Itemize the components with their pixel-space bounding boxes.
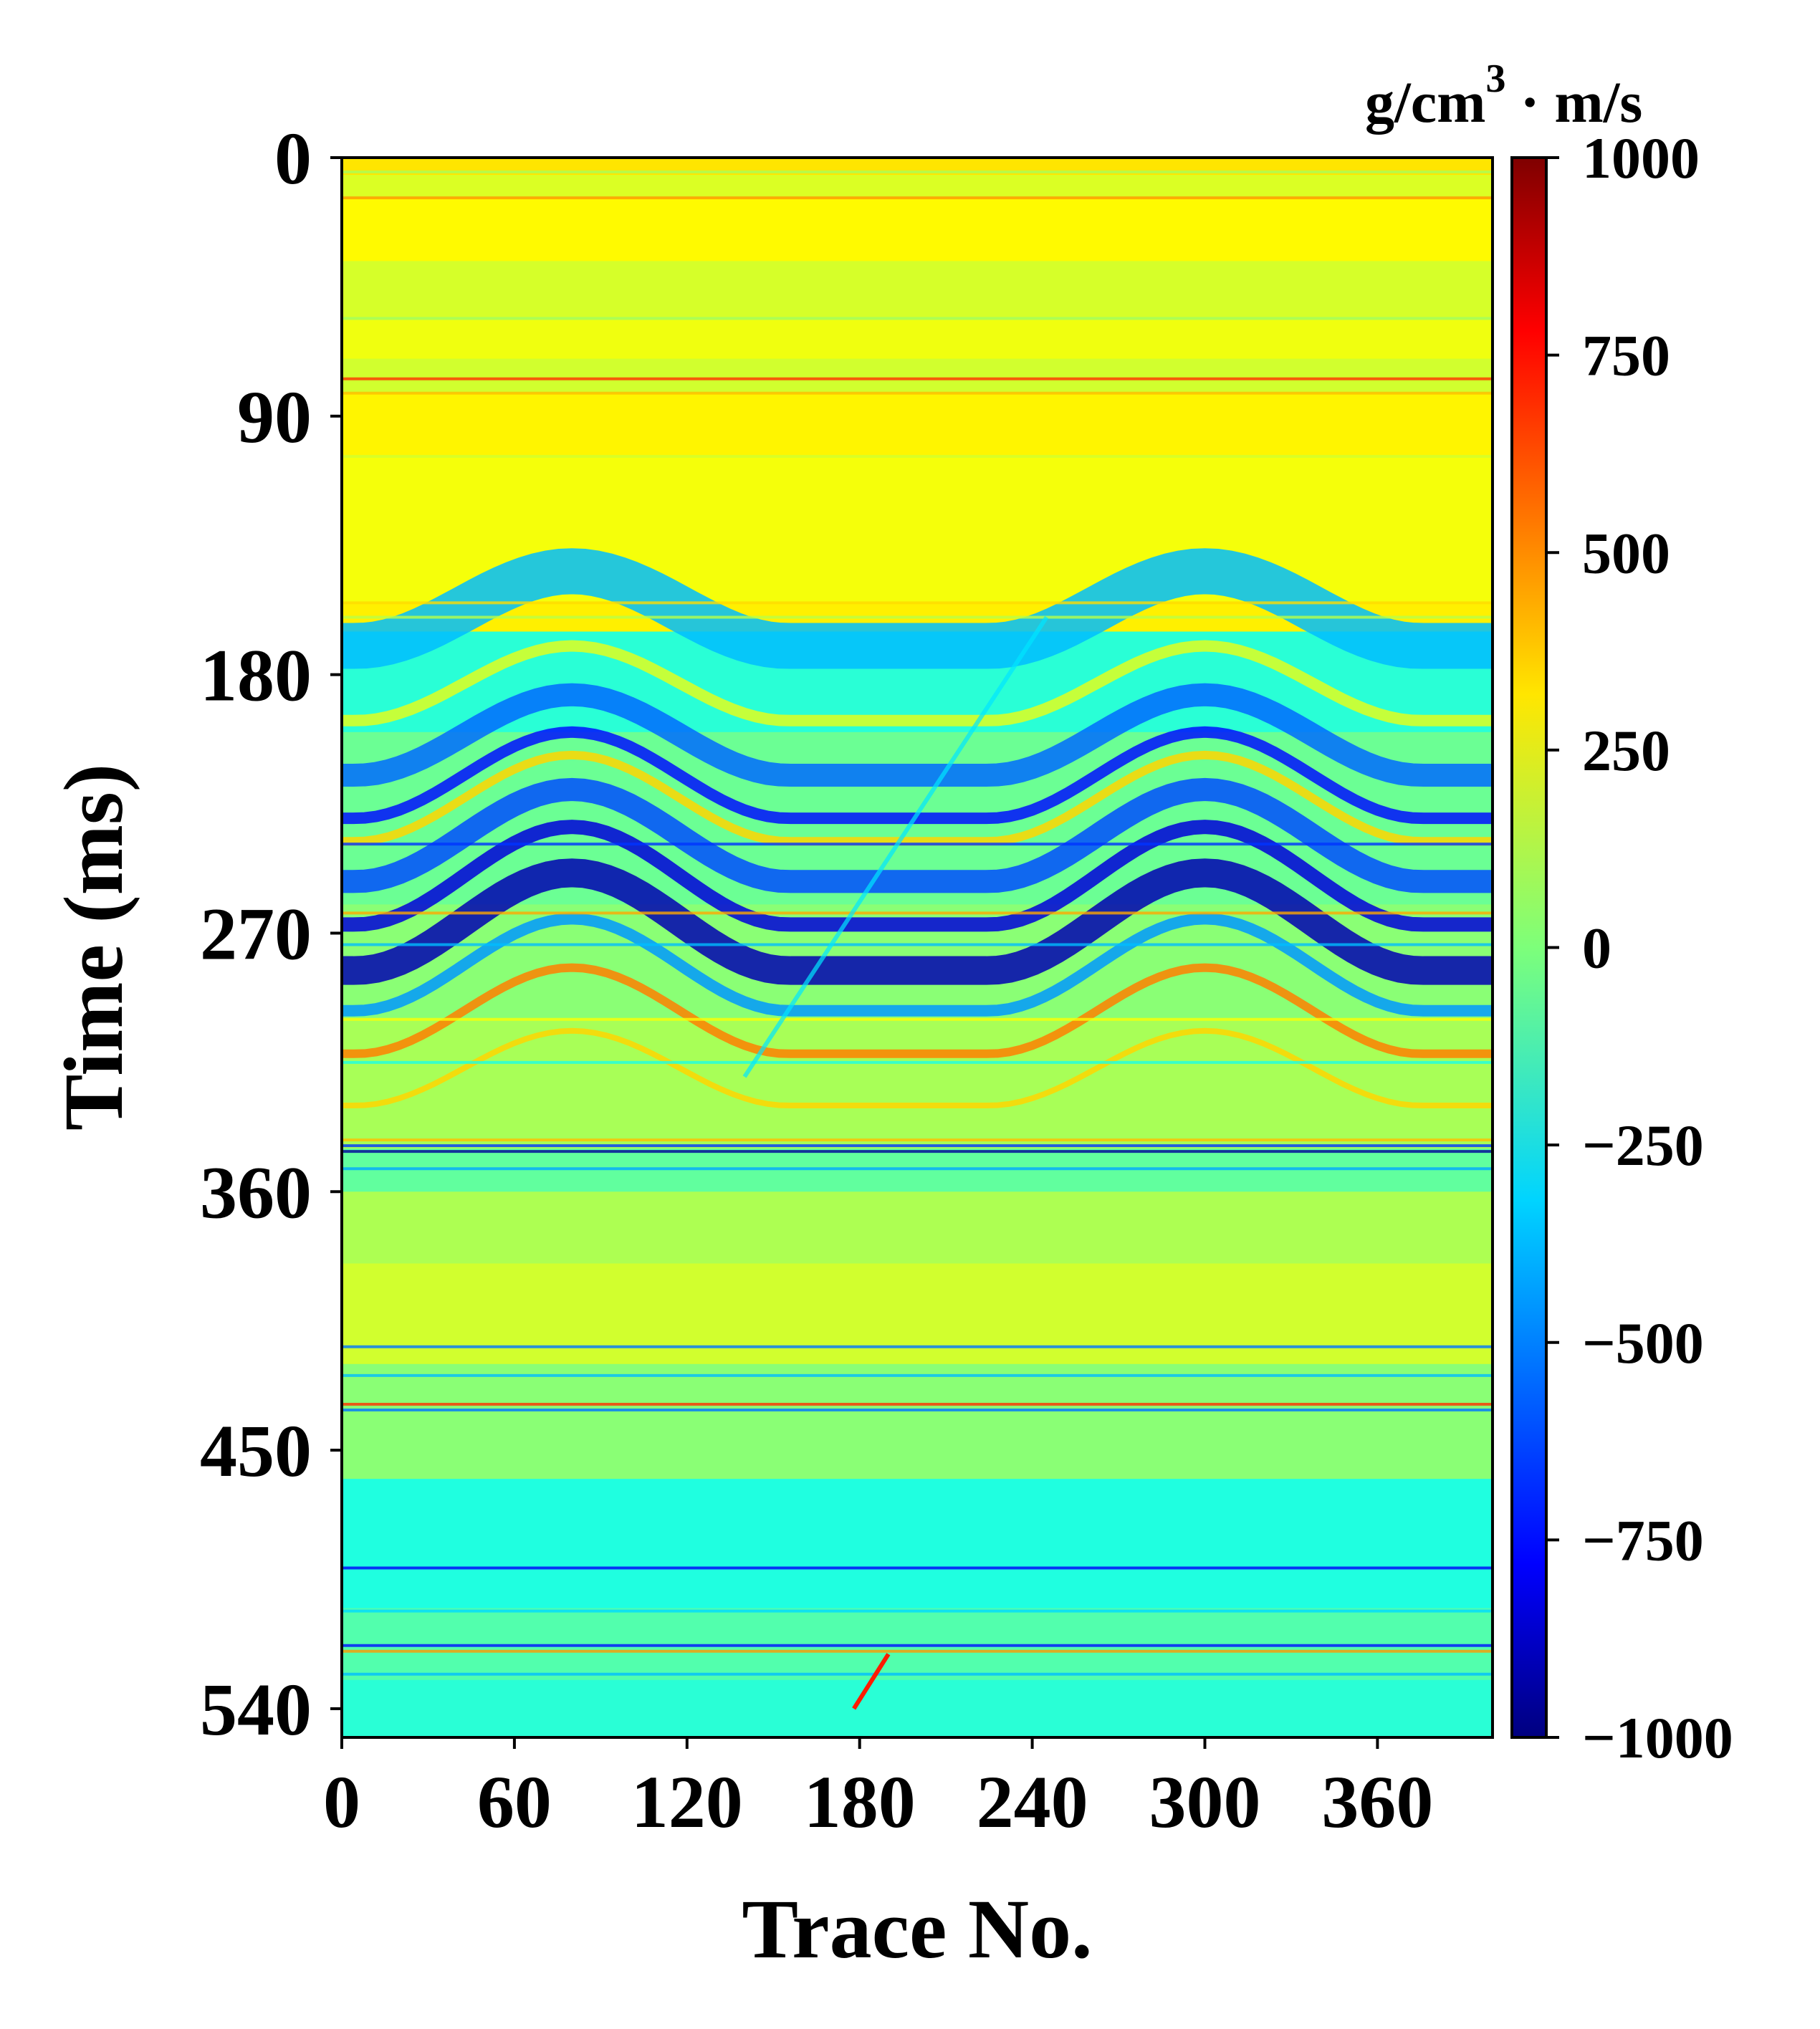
colorbar-unit-tail: · m/s: [1520, 69, 1642, 135]
x-tick-label: 0: [323, 1761, 360, 1843]
background-band: [342, 393, 1493, 457]
folded-layer: [342, 726, 1493, 825]
colorbar-tick-label: −1000: [1582, 1705, 1733, 1770]
plot-frame: [340, 156, 1494, 1739]
y-tick-label: 360: [200, 1151, 312, 1234]
background-band: [342, 1019, 1493, 1150]
colorbar-tick-label: 500: [1582, 520, 1670, 585]
background-band: [342, 318, 1493, 360]
y-tick-label: 0: [274, 117, 312, 200]
background-bands: [342, 158, 1493, 1737]
lower-fault-line: [852, 1653, 891, 1710]
x-tick-label: 120: [631, 1761, 743, 1843]
background-band: [342, 1191, 1493, 1265]
folded-layer: [342, 750, 1493, 846]
background-band: [342, 261, 1493, 320]
colorbar-tick-label: 750: [1582, 323, 1670, 388]
heatmap-plot: [342, 158, 1493, 1737]
colorbar-tick-label: 0: [1582, 916, 1611, 981]
colorbar-unit-sup: 3: [1485, 57, 1505, 101]
folded-layer: [342, 913, 1493, 1017]
x-axis-label: Trace No.: [742, 1882, 1092, 1976]
reflector-lines: [342, 171, 1493, 1676]
background-band: [342, 1479, 1493, 1609]
background-band: [342, 358, 1493, 394]
x-tick-label: 60: [477, 1761, 552, 1843]
x-tick-label: 300: [1149, 1761, 1261, 1843]
y-tick-label: 540: [200, 1669, 312, 1751]
colorbar-tick-label: 1000: [1582, 125, 1700, 191]
y-tick-label: 180: [200, 635, 312, 717]
colorbar-unit-main: g/cm: [1365, 69, 1485, 135]
x-tick-label: 360: [1321, 1761, 1433, 1843]
background-band: [342, 198, 1493, 262]
colorbar-tick-label: −750: [1582, 1507, 1704, 1573]
y-axis-label: Time (ms): [47, 764, 140, 1131]
folded-layer: [342, 963, 1493, 1058]
colorbar: 1000 750 500 250 0 −250 −500 −750 −1000 g/cm3 · m…: [1365, 57, 1733, 1770]
x-tick-label: 240: [977, 1761, 1088, 1843]
colorbar-tick-label: −250: [1582, 1113, 1704, 1178]
background-band: [342, 1148, 1493, 1193]
colorbar-gradient: [1510, 156, 1548, 1739]
y-tick-label: 270: [200, 893, 312, 975]
background-band: [342, 1679, 1493, 1737]
y-axis: 0 90 180 270 360 450 540: [200, 117, 342, 1751]
folded-layer: [342, 777, 1493, 893]
folded-layer: [342, 640, 1493, 726]
folded-layer: [342, 820, 1493, 932]
x-axis: 0 60 120 180 240 300 360: [323, 1737, 1433, 1843]
colorbar-tick-label: −500: [1582, 1310, 1704, 1376]
background-band: [342, 1263, 1493, 1365]
y-tick-label: 90: [237, 376, 312, 459]
fault-features: [742, 615, 1049, 1710]
colorbar-ticks: 1000 750 500 250 0 −250 −500 −750 −1000: [1546, 125, 1733, 1770]
y-tick-label: 450: [200, 1410, 312, 1492]
background-band: [342, 175, 1493, 199]
colorbar-tick-label: 250: [1582, 718, 1670, 783]
fault-line: [742, 615, 1049, 1078]
background-band: [342, 1363, 1493, 1480]
folded-layer: [342, 683, 1493, 787]
x-tick-label: 180: [804, 1761, 916, 1843]
colorbar-unit: g/cm3 · m/s: [1365, 57, 1642, 135]
